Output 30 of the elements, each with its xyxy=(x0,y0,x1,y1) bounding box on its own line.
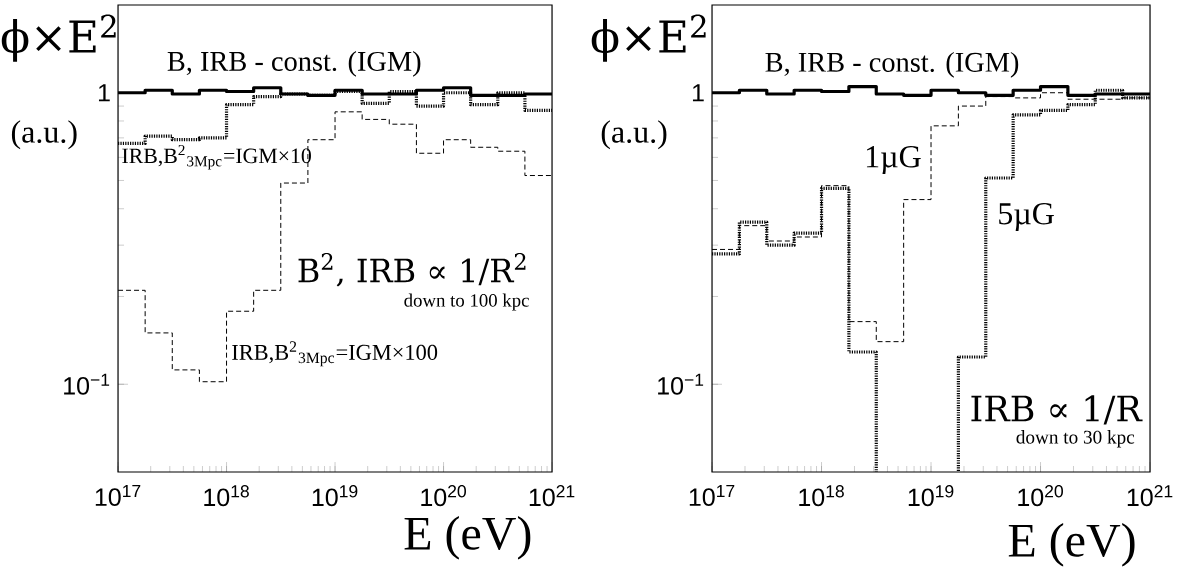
y-axis-title: ϕ×E$^{2}$ xyxy=(591,14,706,62)
series-label: 5µG xyxy=(999,203,1054,231)
x-axis-title: E (eV) xyxy=(1008,523,1135,567)
y-axis-title: ϕ×E$^{2}$ xyxy=(1,14,116,62)
x-tick-label: 10$^{21}$ xyxy=(529,485,575,507)
series-label: IRB,B$^{2}$$_{3Mpc}$=IGM×100 xyxy=(232,341,438,367)
annotation: B$^{2}$, IRB ∝ 1/R$^{2}$ xyxy=(298,253,526,287)
series-label: B, IRB - const. (IGM) xyxy=(167,50,421,77)
annotation: down to 30 kpc xyxy=(1016,430,1135,448)
x-tick-label: 10$^{18}$ xyxy=(799,485,844,507)
text: (a.u.) xyxy=(601,120,667,150)
y-tick-label: 1 xyxy=(692,84,704,102)
x-tick-label: 10$^{20}$ xyxy=(1018,485,1063,507)
x-tick-label: 10$^{17}$ xyxy=(95,485,141,507)
x-tick-label: 10$^{19}$ xyxy=(312,485,358,507)
text: (a.u.) xyxy=(11,120,77,150)
x-tick-label: 10$^{18}$ xyxy=(204,485,249,507)
series-label: IRB,B$^{2}$$_{3Mpc}$=IGM×10 xyxy=(122,144,311,170)
x-tick-label: 10$^{17}$ xyxy=(689,485,735,507)
y-tick-label: 10$^{−1}$ xyxy=(658,373,704,395)
annotation: IRB ∝ 1/R xyxy=(971,395,1143,425)
x-tick-label: 10$^{19}$ xyxy=(908,485,954,507)
x-axis-title: E (eV) xyxy=(404,516,531,560)
y-tick-label: 1 xyxy=(98,84,110,102)
y-tick-label: 10$^{−1}$ xyxy=(64,373,110,395)
x-tick-label: 10$^{21}$ xyxy=(1127,485,1173,507)
series-label: B, IRB - const. (IGM) xyxy=(765,51,1019,78)
annotation: down to 100 kpc xyxy=(404,293,529,311)
series-label: 1µG xyxy=(866,146,921,175)
x-tick-label: 10$^{20}$ xyxy=(421,485,466,507)
